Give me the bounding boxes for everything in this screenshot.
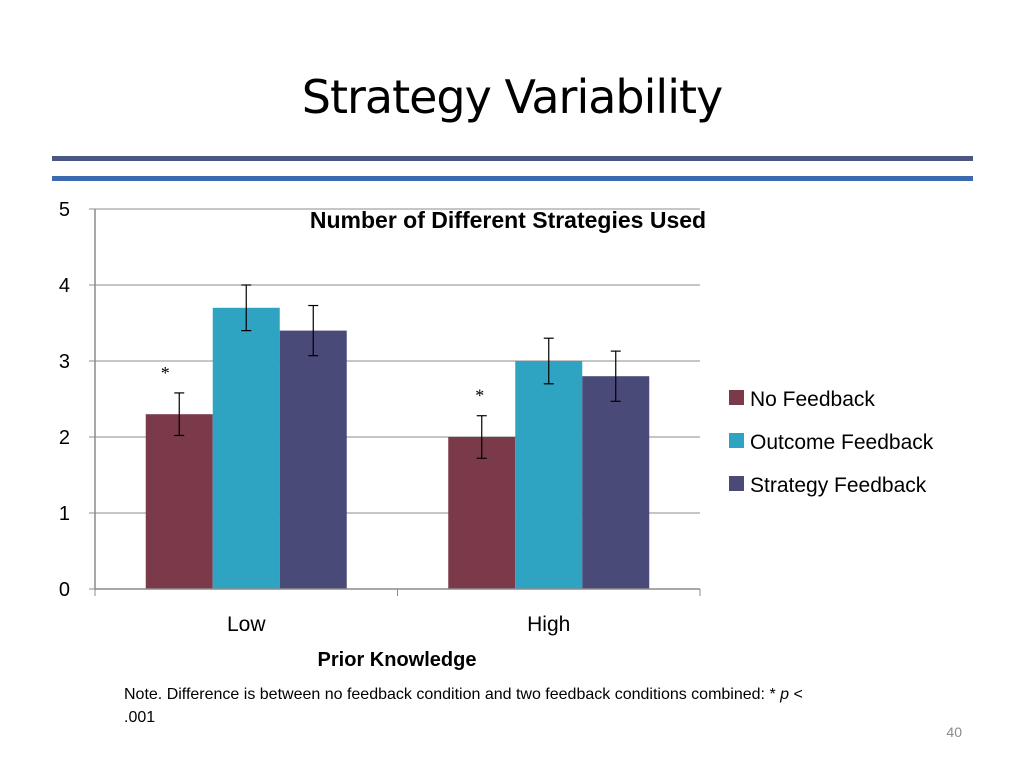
bar-no-feedback [145, 414, 213, 589]
significance-marker: * [475, 386, 484, 406]
legend: No Feedback Outcome Feedback Strategy Feed… [729, 388, 934, 497]
significance-marker: * [161, 363, 170, 383]
y-tick-label: 2 [59, 427, 70, 449]
title-divider-bottom [52, 176, 973, 181]
y-tick-label: 4 [59, 275, 70, 297]
slide-title: Strategy Variability [301, 70, 723, 124]
x-axis-title: Prior Knowledge [318, 649, 477, 671]
footnote-p-value: < .001 [124, 686, 803, 726]
legend-label: No Feedback [750, 388, 875, 411]
bar-no-feedback [448, 437, 516, 589]
legend-swatch [729, 390, 744, 405]
bars: ** [145, 284, 650, 589]
axis-labels: 0 1 2 3 4 5 Low High [59, 199, 570, 636]
axes [89, 208, 701, 596]
footnote-p-symbol: p [780, 686, 790, 703]
y-tick-label: 0 [59, 579, 70, 601]
x-tick-label: Low [227, 613, 266, 636]
y-tick-label: 1 [59, 503, 70, 525]
legend-label: Strategy Feedback [750, 474, 927, 497]
page-number: 40 [946, 724, 962, 740]
footnote: Note. Difference is between no feedback … [124, 683, 824, 729]
bar-outcome-feedback [515, 361, 583, 589]
chart-title: Number of Different Strategies Used [310, 207, 706, 233]
legend-swatch [729, 433, 744, 448]
legend-swatch [729, 476, 744, 491]
bar-outcome-feedback [212, 307, 280, 589]
y-tick-label: 3 [59, 351, 70, 373]
footnote-text: Note. Difference is between no feedback … [124, 686, 781, 703]
x-tick-label: High [527, 613, 570, 636]
legend-label: Outcome Feedback [750, 431, 934, 454]
bar-strategy-feedback [279, 330, 347, 589]
bar-strategy-feedback [582, 376, 650, 589]
title-divider-top [52, 156, 973, 161]
y-tick-label: 5 [59, 199, 70, 221]
